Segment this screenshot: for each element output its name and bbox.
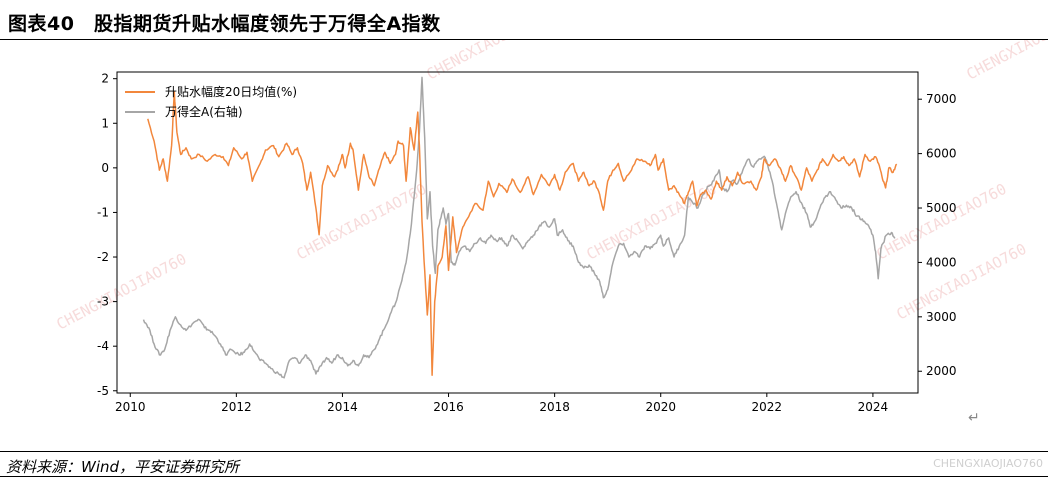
- y-right-tick-label: 5000: [926, 201, 957, 215]
- x-tick-label: 2022: [752, 400, 783, 414]
- watermark-text: CHENGXIAOJIAO760: [893, 240, 1029, 324]
- y-left-tick-label: -2: [97, 250, 109, 264]
- title-divider: [0, 39, 1048, 40]
- x-tick-label: 2024: [858, 400, 889, 414]
- y-left-tick-label: -1: [97, 205, 109, 219]
- source-divider-top: [0, 451, 1048, 452]
- chart-svg: CHENGXIAOJIAO760 CHENGXIAOJIAO760 CHENGXIA…: [53, 0, 1053, 414]
- y-left-tick-label: -5: [97, 384, 109, 398]
- title-bar: 图表40 股指期货升贴水幅度领先于万得全A指数: [0, 0, 1053, 40]
- legend-label: 升贴水幅度20日均值(%): [165, 84, 297, 99]
- watermark-text: CHENGXIAOJIAO760: [53, 250, 189, 334]
- y-left-tick-label: -4: [97, 339, 109, 353]
- series-line-premium: [147, 91, 898, 376]
- x-tick-label: 2010: [115, 400, 146, 414]
- series-line-wind-all-a: [142, 76, 896, 379]
- y-right-tick-label: 4000: [926, 255, 957, 269]
- y-left-tick-label: 1: [101, 116, 109, 130]
- watermark-text: CHENGXIAOJIAO760: [963, 40, 1053, 84]
- x-tick-label: 2016: [433, 400, 464, 414]
- plot-frame: [116, 71, 919, 394]
- legend-label: 万得全A(右轴): [165, 104, 243, 119]
- watermark-footer: CHENGXIAOJIAO760: [933, 457, 1043, 470]
- x-tick-label: 2014: [327, 400, 358, 414]
- y-right-tick-label: 6000: [926, 147, 957, 161]
- x-tick-label: 2020: [645, 400, 676, 414]
- y-left-tick-label: 0: [101, 161, 109, 175]
- chart-container: CHENGXIAOJIAO760 CHENGXIAOJIAO760 CHENGXIA…: [0, 0, 1053, 448]
- y-right-tick-label: 7000: [926, 92, 957, 106]
- watermark-text: CHENGXIAOJIAO760: [423, 40, 559, 84]
- y-left-tick-label: 2: [101, 72, 109, 86]
- x-tick-label: 2012: [221, 400, 252, 414]
- page-title: 图表40 股指期货升贴水幅度领先于万得全A指数: [8, 13, 441, 35]
- watermark-text: CHENGXIAOJIAO760: [873, 180, 1009, 264]
- y-left-tick-label: -3: [97, 295, 109, 309]
- watermark-text: CHENGXIAOJIAO760: [583, 180, 719, 264]
- source-note: 资料来源：Wind，平安证券研究所: [6, 458, 240, 476]
- return-mark-icon: ↵: [968, 410, 980, 426]
- y-right-tick-label: 3000: [926, 310, 957, 324]
- y-right-tick-label: 2000: [926, 364, 957, 378]
- x-tick-label: 2018: [539, 400, 570, 414]
- source-divider-bottom: [0, 476, 1048, 477]
